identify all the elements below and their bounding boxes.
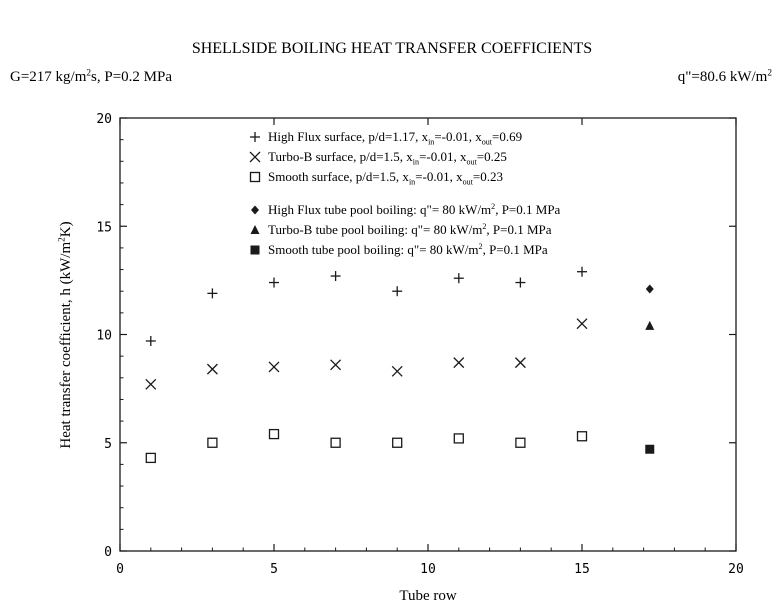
subscript: out bbox=[482, 138, 493, 147]
data-point-plus bbox=[515, 277, 526, 288]
text-segment: q"=80.6 kW/m bbox=[678, 69, 768, 85]
subscript: out bbox=[463, 178, 474, 187]
data-point-cross bbox=[576, 318, 588, 330]
text-segment: High Flux tube pool boiling: q"= 80 kW/m bbox=[268, 202, 491, 217]
data-point-cross bbox=[453, 357, 465, 369]
x-tick-label: 10 bbox=[420, 562, 436, 577]
text-segment: High Flux surface, p/d=1.17, x bbox=[268, 129, 429, 144]
superscript: 2 bbox=[482, 222, 486, 231]
text-segment: =-0.01, x bbox=[419, 149, 467, 164]
data-point-diamond-filled bbox=[645, 284, 654, 294]
data-point-plus bbox=[330, 271, 341, 282]
x-tick-label: 0 bbox=[116, 562, 124, 577]
superscript: 2 bbox=[767, 68, 772, 78]
data-point-square-open bbox=[207, 437, 218, 448]
text-segment: s, P=0.2 MPa bbox=[91, 69, 172, 85]
text-segment: Smooth tube pool boiling: q"= 80 kW/m bbox=[268, 242, 479, 257]
superscript: 2 bbox=[479, 242, 483, 251]
legend-entry: Turbo-B tube pool boiling: q"= 80 kW/m2​… bbox=[268, 222, 552, 237]
legend-entry: High Flux tube pool boiling: q"= 80 kW/m… bbox=[268, 202, 561, 217]
subscript: in bbox=[428, 138, 434, 147]
legend-symbol-square-filled bbox=[250, 245, 260, 255]
legend: High Flux surface, p/d=1.17, xin​=-0.01,… bbox=[249, 129, 561, 257]
data-point-square-open bbox=[392, 437, 403, 448]
legend-symbol-square-open bbox=[249, 171, 261, 183]
data-point-cross bbox=[514, 357, 526, 369]
text-segment: Smooth surface, p/d=1.5, x bbox=[268, 169, 409, 184]
superscript: 2 bbox=[491, 202, 495, 211]
data-point-cross bbox=[145, 378, 157, 390]
y-tick-label: 15 bbox=[96, 220, 112, 235]
data-point-plus bbox=[453, 273, 464, 284]
y-tick-label: 20 bbox=[96, 112, 112, 127]
text-segment: , P=0.1 MPa bbox=[483, 242, 548, 257]
legend-symbol-diamond-filled bbox=[251, 205, 259, 215]
superscript: 2 bbox=[86, 68, 91, 78]
data-point-square-open bbox=[515, 437, 526, 448]
data-point-square-open bbox=[145, 452, 156, 464]
text-segment: =0.23 bbox=[473, 169, 503, 184]
x-tick-label: 20 bbox=[728, 562, 744, 577]
legend-entry: Smooth tube pool boiling: q"= 80 kW/m2​,… bbox=[268, 242, 548, 257]
subscript: in bbox=[409, 178, 415, 187]
chart-title: SHELLSIDE BOILING HEAT TRANSFER COEFFICI… bbox=[192, 40, 592, 57]
data-point-plus bbox=[269, 277, 279, 288]
y-axis-label: Heat transfer coefficient, h (kW/m2​K) bbox=[57, 221, 74, 448]
text-segment: Turbo-B surface, p/d=1.5, x bbox=[268, 149, 413, 164]
data-point-plus bbox=[207, 288, 218, 299]
data-marks bbox=[145, 266, 655, 464]
text-segment: =-0.01, x bbox=[434, 129, 482, 144]
subscript: in bbox=[413, 158, 419, 167]
subscript: out bbox=[466, 158, 477, 167]
text-segment: G=217 kg/m bbox=[10, 69, 87, 85]
data-point-cross bbox=[268, 361, 280, 373]
y-tick-label: 0 bbox=[104, 545, 112, 560]
superscript: 2 bbox=[57, 237, 67, 242]
text-segment: =-0.01, x bbox=[415, 169, 463, 184]
data-point-square-open bbox=[330, 437, 341, 448]
text-segment: Heat transfer coefficient, h (kW/m bbox=[58, 242, 74, 449]
data-point-triangle-filled bbox=[645, 320, 655, 330]
conditions-right: q"=80.6 kW/m2​ bbox=[678, 68, 773, 85]
data-point-cross bbox=[206, 363, 218, 375]
x-axis-label: Tube row bbox=[399, 588, 457, 604]
axis-ticks: 0 5 10 15 20 0 5 10 15 20 bbox=[96, 112, 743, 577]
text-segment: Turbo-B tube pool boiling: q"= 80 kW/m bbox=[268, 222, 482, 237]
data-point-square-open bbox=[453, 433, 464, 444]
legend-symbol-plus bbox=[250, 132, 260, 142]
legend-entry: Turbo-B surface, p/d=1.5, xin​=-0.01, xo… bbox=[268, 149, 507, 167]
data-point-plus bbox=[145, 335, 156, 346]
x-tick-label: 15 bbox=[574, 562, 590, 577]
data-point-square-open bbox=[268, 428, 280, 440]
text-segment: =0.25 bbox=[477, 149, 507, 164]
data-point-cross bbox=[391, 365, 403, 377]
data-point-plus bbox=[577, 266, 587, 277]
y-tick-label: 5 bbox=[104, 437, 112, 452]
text-segment: =0.69 bbox=[492, 129, 522, 144]
data-point-plus bbox=[392, 286, 403, 297]
data-point-square-open bbox=[576, 431, 588, 442]
conditions-left: G=217 kg/m2​s, P=0.2 MPa bbox=[10, 68, 172, 85]
text-segment: , P=0.1 MPa bbox=[486, 222, 551, 237]
y-tick-label: 10 bbox=[96, 329, 112, 344]
legend-symbol-cross bbox=[249, 151, 261, 163]
legend-entry: Smooth surface, p/d=1.5, xin​=-0.01, xou… bbox=[268, 169, 503, 187]
data-point-cross bbox=[330, 359, 342, 371]
text-segment: K) bbox=[58, 221, 74, 237]
data-point-square-filled bbox=[645, 444, 655, 454]
legend-entry: High Flux surface, p/d=1.17, xin​=-0.01,… bbox=[268, 129, 522, 147]
text-segment: , P=0.1 MPa bbox=[495, 202, 560, 217]
x-tick-label: 5 bbox=[270, 562, 278, 577]
legend-symbol-triangle-filled bbox=[250, 225, 260, 234]
